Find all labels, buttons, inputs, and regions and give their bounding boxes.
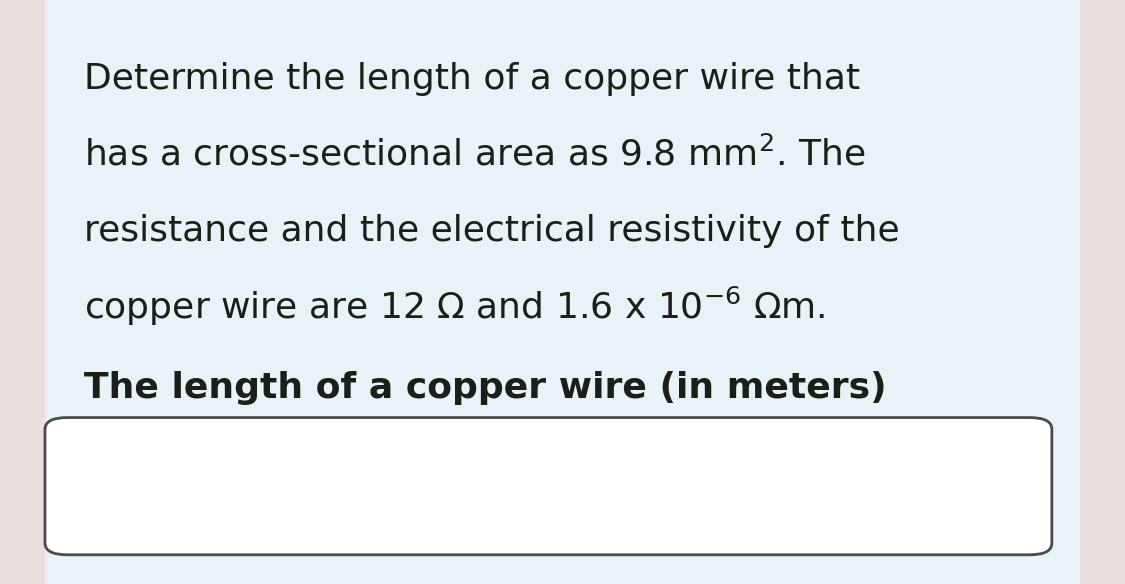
Text: The length of a copper wire (in meters): The length of a copper wire (in meters) xyxy=(84,371,887,405)
FancyBboxPatch shape xyxy=(45,418,1052,555)
Text: copper wire are 12 Ω and 1.6 x 10$^{-6}$ Ωm.: copper wire are 12 Ω and 1.6 x 10$^{-6}$… xyxy=(84,285,826,328)
Text: has a cross-sectional area as 9.8 mm$^{2}$. The: has a cross-sectional area as 9.8 mm$^{2… xyxy=(84,137,866,173)
Text: Determine the length of a copper wire that: Determine the length of a copper wire th… xyxy=(84,62,861,96)
FancyBboxPatch shape xyxy=(45,0,1080,584)
Text: resistance and the electrical resistivity of the: resistance and the electrical resistivit… xyxy=(84,214,900,248)
